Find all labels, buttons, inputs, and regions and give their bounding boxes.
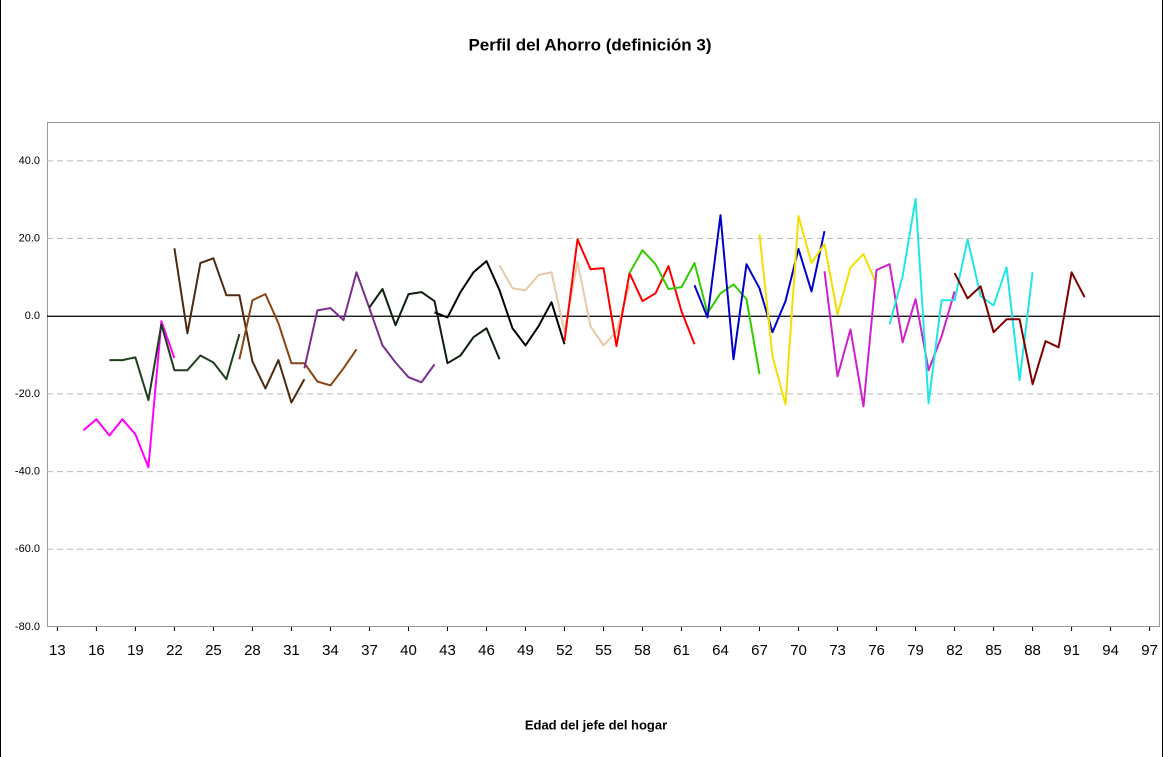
series-line [368,288,501,365]
x-tick-label: 49 [517,642,534,659]
series-line [758,215,878,406]
plot-frame [47,122,1160,627]
x-tick-label: 40 [400,642,417,659]
x-tick-label: 19 [127,642,144,659]
series-line [823,263,956,408]
series-line [888,197,1034,405]
series-line [434,260,566,347]
x-tick-label: 31 [283,642,300,659]
x-tick-label: 37 [361,642,378,659]
x-tick-label: 28 [244,642,261,659]
x-tick-label: 94 [1102,642,1119,659]
series-line [82,320,176,469]
x-tick-label: 25 [205,642,222,659]
y-tick-label: 20.0 [19,232,40,244]
x-tick-label: 13 [49,642,66,659]
series-line [173,248,306,404]
y-tick-label: -60.0 [15,543,40,555]
x-tick-label: 70 [790,642,807,659]
x-tick-label: 61 [673,642,690,659]
x-tick-label: 22 [166,642,183,659]
chart-title: Perfil del Ahorro (definición 3) [468,35,711,54]
y-tick-label: 40.0 [19,155,40,167]
x-tick-label: 82 [946,642,963,659]
series-line [303,271,436,384]
series-line [693,214,826,361]
x-tick-label: 58 [634,642,651,659]
x-tick-label: 88 [1024,642,1041,659]
x-tick-label: 91 [1063,642,1080,659]
x-tick-label: 85 [985,642,1002,659]
x-tick-label: 43 [439,642,456,659]
y-tick-label: 0.0 [25,310,40,322]
x-tick-label: 76 [868,642,885,659]
series-line [628,249,761,375]
x-tick-label: 97 [1141,642,1158,659]
x-tick-label: 64 [712,642,729,659]
y-tick-label: -20.0 [15,388,40,400]
y-tick-label: -80.0 [15,621,40,633]
x-tick-label: 46 [478,642,495,659]
series-line [109,323,241,402]
x-tick-label: 55 [595,642,612,659]
series-line [953,271,1086,386]
x-tick-label: 79 [907,642,924,659]
y-tick-label: -40.0 [15,466,40,478]
x-tick-label: 67 [751,642,768,659]
series-line [498,260,631,347]
x-tick-label: 34 [322,642,339,659]
x-tick-label: 16 [88,642,105,659]
x-axis-label: Edad del jefe del hogar [525,717,667,732]
series-line [238,293,358,387]
x-tick-label: 52 [556,642,573,659]
x-tick-label: 73 [829,642,846,659]
